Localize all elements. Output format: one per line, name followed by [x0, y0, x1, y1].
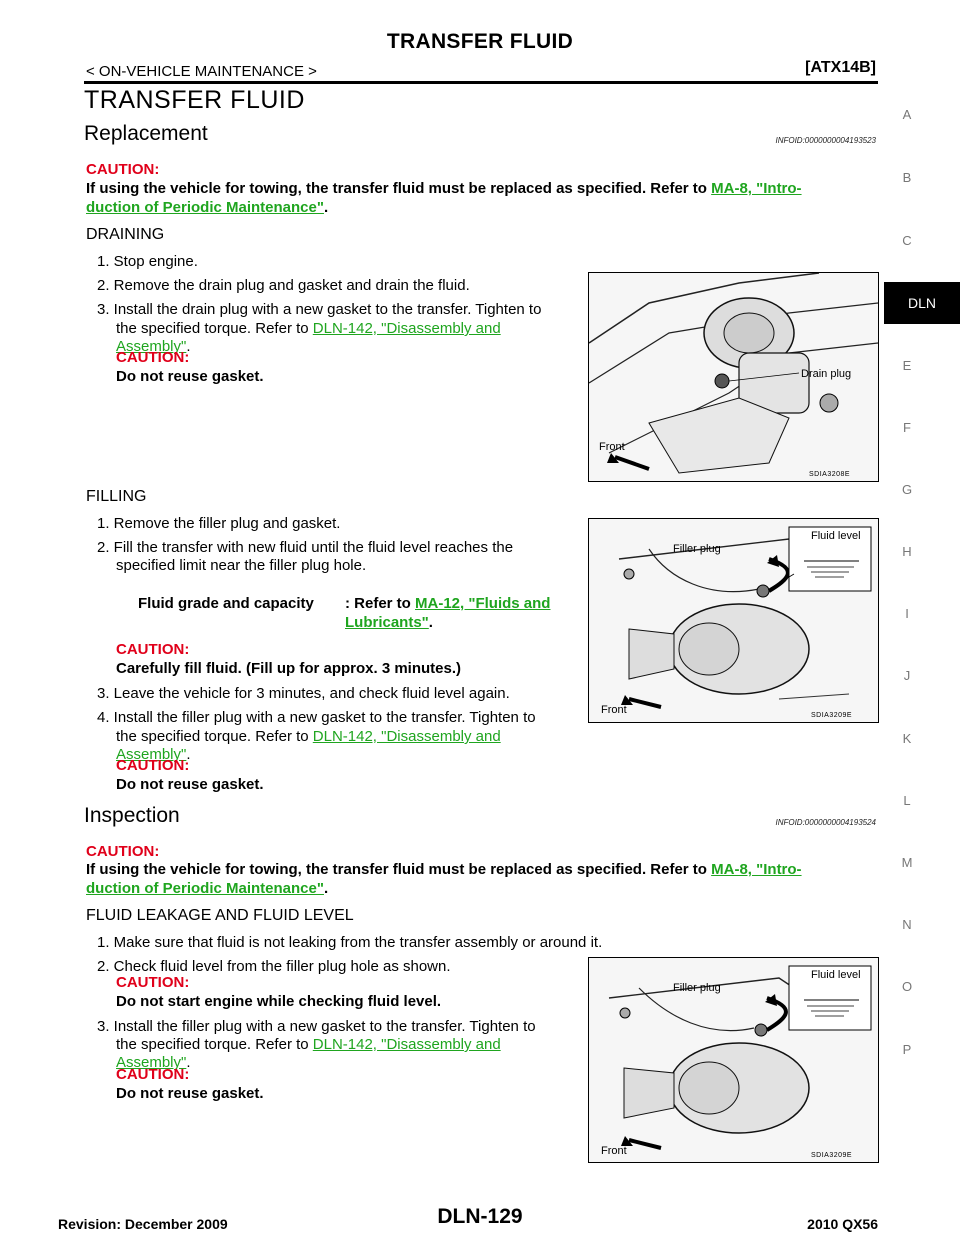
draining-step-1: 1. Stop engine. [97, 253, 198, 270]
filler-plug-label: Filler plug [673, 982, 721, 994]
sidebar-letter-c[interactable]: C [902, 233, 912, 248]
ma8-link[interactable]: MA-8, "Intro- [711, 180, 802, 197]
filling-caution-label: CAUTION: [116, 641, 190, 658]
sidebar-letter-p[interactable]: P [902, 1042, 912, 1057]
filling-step-2-cont: specified limit near the filler plug hol… [116, 557, 367, 574]
draining-step-3-cont: the specified torque. Refer to DLN-142, … [116, 320, 501, 337]
inspection-caution-line1: If using the vehicle for towing, the tra… [86, 861, 802, 878]
front-label: Front [599, 441, 625, 453]
fluid-level-label: Fluid level [811, 969, 861, 981]
fluid-spec-value-cont: Lubricants". [345, 614, 433, 631]
replacement-caution-label: CAUTION: [86, 161, 160, 178]
replacement-infoid: INFOID:0000000004193523 [775, 136, 876, 145]
dln142-link-3-cont[interactable]: Assembly" [116, 1054, 187, 1071]
sidebar-letter-a[interactable]: A [902, 107, 912, 122]
filling-heading: FILLING [86, 488, 147, 505]
dln142-link-3[interactable]: DLN-142, "Disassembly and [312, 1036, 501, 1053]
leakage-caution2-label: CAUTION: [116, 1066, 190, 1083]
draining-caution-text: Do not reuse gasket. [116, 368, 264, 385]
fluid-level-figure: Fluid level Filler plug Front SDIA3209E [588, 957, 879, 1163]
sidebar-tab-dln[interactable]: DLN [884, 282, 960, 324]
filling-caution-text: Carefully fill fluid. (Fill up for appro… [116, 660, 462, 677]
front-label: Front [601, 1145, 627, 1157]
footer-revision: Revision: December 2009 [58, 1216, 228, 1232]
filling-step-3: 3. Leave the vehicle for 3 minutes, and … [97, 685, 510, 702]
sidebar-letter-e[interactable]: E [902, 358, 912, 373]
dln142-link[interactable]: DLN-142, "Disassembly and [312, 320, 501, 337]
draining-step-3: 3. Install the drain plug with a new gas… [97, 301, 542, 318]
replacement-heading: Replacement [84, 122, 208, 145]
dln142-link-2[interactable]: DLN-142, "Disassembly and [312, 728, 501, 745]
filling-step-4-cont2: Assembly". [116, 746, 191, 763]
filling-step-1: 1. Remove the filler plug and gasket. [97, 515, 341, 532]
draining-step-2: 2. Remove the drain plug and gasket and … [97, 277, 470, 294]
sidebar-letter-l[interactable]: L [903, 793, 911, 808]
header-model-code: [ATX14B] [805, 59, 876, 76]
drain-plug-label: Drain plug [801, 368, 851, 380]
filler-plug-illustration: Fluid level Filler plug Front SDIA3209E [589, 519, 878, 722]
dln142-link-2-cont[interactable]: Assembly" [116, 746, 187, 763]
draining-heading: DRAINING [86, 226, 165, 243]
filling-step-4-cont: the specified torque. Refer to DLN-142, … [116, 728, 501, 745]
leakage-step-1: 1. Make sure that fluid is not leaking f… [97, 934, 603, 951]
ma8-link-cont[interactable]: duction of Periodic Maintenance" [86, 199, 324, 216]
footer-model: 2010 QX56 [807, 1216, 878, 1232]
leakage-step-3-cont: the specified torque. Refer to DLN-142, … [116, 1036, 501, 1053]
fluid-level-illustration: Fluid level Filler plug Front SDIA3209E [589, 958, 878, 1162]
inspection-caution-line2: duction of Periodic Maintenance". [86, 880, 329, 897]
leakage-caution-label: CAUTION: [116, 974, 190, 991]
draining-caution-label: CAUTION: [116, 349, 190, 366]
header-section: < ON-VEHICLE MAINTENANCE > [86, 63, 317, 80]
figure-code: SDIA3209E [811, 712, 852, 719]
front-label: Front [601, 704, 627, 716]
header-title: TRANSFER FLUID [386, 30, 574, 53]
sidebar-letter-n[interactable]: N [902, 917, 912, 932]
fluid-level-label: Fluid level [811, 530, 861, 542]
fluid-spec-label: Fluid grade and capacity [138, 595, 314, 612]
filling-step-4: 4. Install the filler plug with a new ga… [97, 709, 536, 726]
ma8-link-2-cont[interactable]: duction of Periodic Maintenance" [86, 880, 324, 897]
drain-plug-figure: Drain plug Front SDIA3208E [588, 272, 879, 482]
filling-step-2: 2. Fill the transfer with new fluid unti… [97, 539, 514, 556]
fluid-spec-value: : Refer to MA-12, "Fluids and [345, 595, 551, 612]
filler-plug-label: Filler plug [673, 543, 721, 555]
sidebar-letter-o[interactable]: O [901, 979, 913, 994]
drain-plug-illustration: Drain plug Front SDIA3208E [589, 273, 878, 481]
sidebar-letter-b[interactable]: B [902, 170, 912, 185]
figure-code: SDIA3208E [809, 471, 850, 478]
leakage-step-3-cont2: Assembly". [116, 1054, 191, 1071]
leakage-caution-text: Do not start engine while checking fluid… [116, 993, 442, 1010]
leakage-heading: FLUID LEAKAGE AND FLUID LEVEL [86, 907, 354, 924]
filler-plug-figure: Fluid level Filler plug Front SDIA3209E [588, 518, 879, 723]
figure-code: SDIA3209E [811, 1152, 852, 1159]
sidebar-letter-m[interactable]: M [901, 855, 913, 870]
page-title: TRANSFER FLUID [84, 86, 305, 114]
sidebar-letter-f[interactable]: F [903, 420, 911, 435]
footer-page-number: DLN-129 [437, 1205, 523, 1228]
ma8-link-2[interactable]: MA-8, "Intro- [711, 861, 802, 878]
sidebar-letter-i[interactable]: I [905, 606, 909, 621]
inspection-caution-label: CAUTION: [86, 843, 160, 860]
sidebar-letter-h[interactable]: H [902, 544, 912, 559]
replacement-caution-line2: duction of Periodic Maintenance". [86, 199, 329, 216]
inspection-heading: Inspection [84, 804, 180, 827]
dln142-link-cont[interactable]: Assembly" [116, 338, 187, 355]
draining-step-3-cont2: Assembly". [116, 338, 191, 355]
leakage-step-2: 2. Check fluid level from the filler plu… [97, 958, 451, 975]
sidebar-letter-j[interactable]: J [903, 668, 911, 683]
leakage-step-3: 3. Install the filler plug with a new ga… [97, 1018, 536, 1035]
header-divider [84, 81, 878, 84]
filling-caution2-text: Do not reuse gasket. [116, 776, 264, 793]
sidebar-letter-g[interactable]: G [901, 482, 913, 497]
inspection-infoid: INFOID:0000000004193524 [775, 818, 876, 827]
sidebar-letter-k[interactable]: K [902, 731, 912, 746]
leakage-caution2-text: Do not reuse gasket. [116, 1085, 264, 1102]
filling-caution2-label: CAUTION: [116, 757, 190, 774]
ma12-link-cont[interactable]: Lubricants" [345, 614, 429, 631]
ma12-link[interactable]: MA-12, "Fluids and [415, 595, 551, 612]
replacement-caution-line1: If using the vehicle for towing, the tra… [86, 180, 802, 197]
